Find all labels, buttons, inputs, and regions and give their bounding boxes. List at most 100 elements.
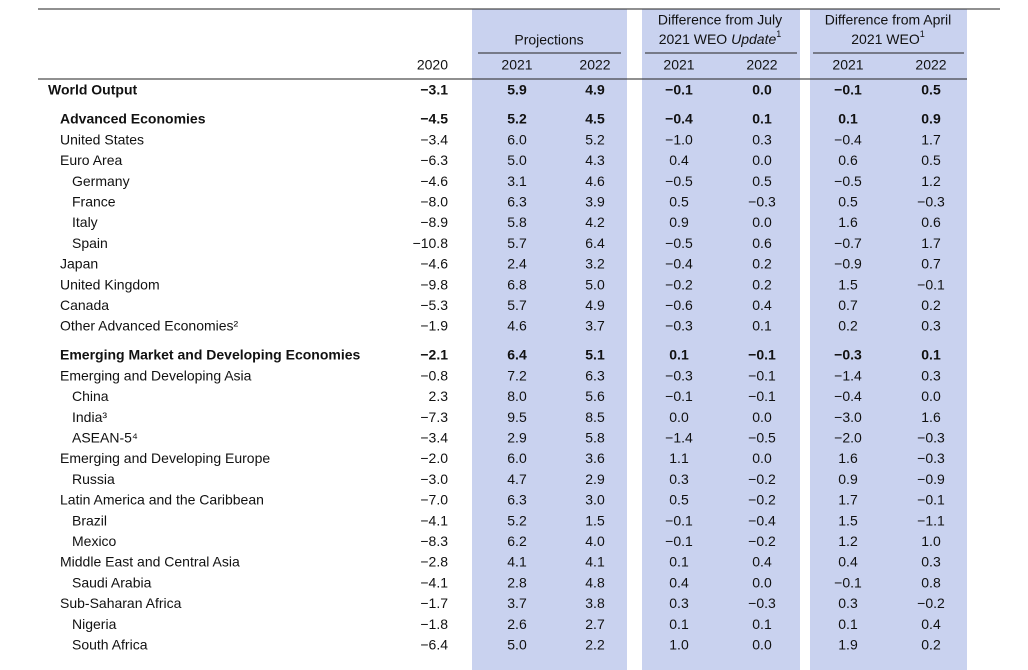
cell: 2.9: [507, 430, 527, 446]
cell: 0.5: [921, 82, 941, 98]
cell: 0.5: [669, 194, 689, 210]
cell: −6.3: [420, 152, 448, 168]
cell: −0.2: [665, 276, 693, 292]
cell: −0.1: [917, 492, 945, 508]
cell: −2.1: [420, 347, 448, 363]
cell: −0.6: [665, 297, 693, 313]
cell: 6.0: [507, 450, 527, 466]
cell: −0.4: [834, 131, 862, 147]
cell: −4.6: [420, 256, 448, 272]
cell: 2.4: [507, 256, 527, 272]
cell: −7.3: [420, 409, 448, 425]
header: Difference from April: [825, 12, 952, 28]
cell: 0.5: [921, 152, 941, 168]
cell: 6.3: [507, 194, 527, 210]
cell: 6.8: [507, 276, 527, 292]
year-header: 2021: [832, 57, 863, 73]
cell: 4.5: [585, 111, 605, 127]
cell: 0.1: [752, 318, 772, 334]
row-label: France: [72, 194, 116, 210]
cell: 0.1: [752, 111, 772, 127]
year-header: 2021: [501, 57, 532, 73]
cell: 0.1: [752, 616, 772, 632]
cell: −0.4: [665, 256, 693, 272]
cell: 0.0: [921, 388, 941, 404]
row-label: Russia: [72, 471, 115, 487]
cell: 0.0: [752, 214, 772, 230]
cell: −0.3: [834, 347, 862, 363]
cell: −0.1: [665, 388, 693, 404]
cell: 5.7: [507, 235, 527, 251]
cell: 8.0: [507, 388, 527, 404]
cell: −1.9: [420, 318, 448, 334]
cell: −1.7: [420, 595, 448, 611]
row-label: Mexico: [72, 533, 117, 549]
cell: 1.9: [838, 637, 858, 653]
row-label: Other Advanced Economies²: [60, 318, 239, 334]
cell: 5.8: [507, 214, 527, 230]
cell: 2.7: [585, 616, 605, 632]
cell: −3.1: [420, 82, 448, 98]
cell: 0.3: [921, 367, 941, 383]
cell: 0.4: [921, 616, 941, 632]
row-label: United States: [60, 131, 144, 147]
row-label: China: [72, 388, 109, 404]
footnote: 1: [776, 29, 781, 39]
cell: 1.0: [921, 533, 941, 549]
cell: −1.4: [834, 367, 862, 383]
cell: 4.9: [585, 82, 605, 98]
row-label: Advanced Economies: [60, 111, 206, 127]
row-label: World Output: [48, 82, 137, 98]
cell: 1.1: [669, 450, 689, 466]
cell: 0.9: [669, 214, 689, 230]
cell: 0.9: [838, 471, 858, 487]
cell: 5.7: [507, 297, 527, 313]
header: Update: [731, 31, 776, 47]
cell: −0.1: [665, 512, 693, 528]
shade-projections: [472, 9, 627, 670]
cell: −4.1: [420, 574, 448, 590]
cell: 4.0: [585, 533, 605, 549]
cell: 1.5: [838, 276, 858, 292]
cell: 7.2: [507, 367, 527, 383]
cell: −0.7: [834, 235, 862, 251]
shade-april: [810, 9, 967, 670]
cell: 0.7: [838, 297, 858, 313]
cell: −0.3: [917, 430, 945, 446]
cell: 4.8: [585, 574, 605, 590]
cell: 1.7: [921, 131, 941, 147]
cell: 5.2: [507, 512, 527, 528]
cell: 0.4: [838, 554, 858, 570]
cell: −0.5: [748, 430, 776, 446]
row-label: Nigeria: [72, 616, 117, 632]
cell: 0.3: [669, 595, 689, 611]
cell: −0.1: [834, 574, 862, 590]
cell: −0.4: [748, 512, 776, 528]
row-label: Latin America and the Caribbean: [60, 492, 264, 508]
cell: −0.1: [748, 347, 776, 363]
cell: 4.1: [585, 554, 605, 570]
cell: −0.4: [665, 111, 693, 127]
cell: 4.7: [507, 471, 527, 487]
cell: 0.3: [921, 318, 941, 334]
cell: −3.0: [834, 409, 862, 425]
cell: 3.7: [507, 595, 527, 611]
cell: 0.6: [921, 214, 941, 230]
cell: −2.0: [834, 430, 862, 446]
cell: 0.8: [921, 574, 941, 590]
cell: −0.1: [917, 276, 945, 292]
shade-july: [642, 9, 800, 670]
header: Difference from July: [658, 12, 782, 28]
year-header: 2021: [663, 57, 694, 73]
cell: 4.3: [585, 152, 605, 168]
year-header: 2022: [746, 57, 777, 73]
cell: −8.0: [420, 194, 448, 210]
cell: −0.8: [420, 367, 448, 383]
cell: 0.3: [752, 131, 772, 147]
cell: 0.5: [752, 173, 772, 189]
cell: 0.1: [838, 111, 858, 127]
cell: −0.5: [665, 235, 693, 251]
cell: −4.1: [420, 512, 448, 528]
year-header: 2022: [915, 57, 946, 73]
row-label: Saudi Arabia: [72, 574, 152, 590]
